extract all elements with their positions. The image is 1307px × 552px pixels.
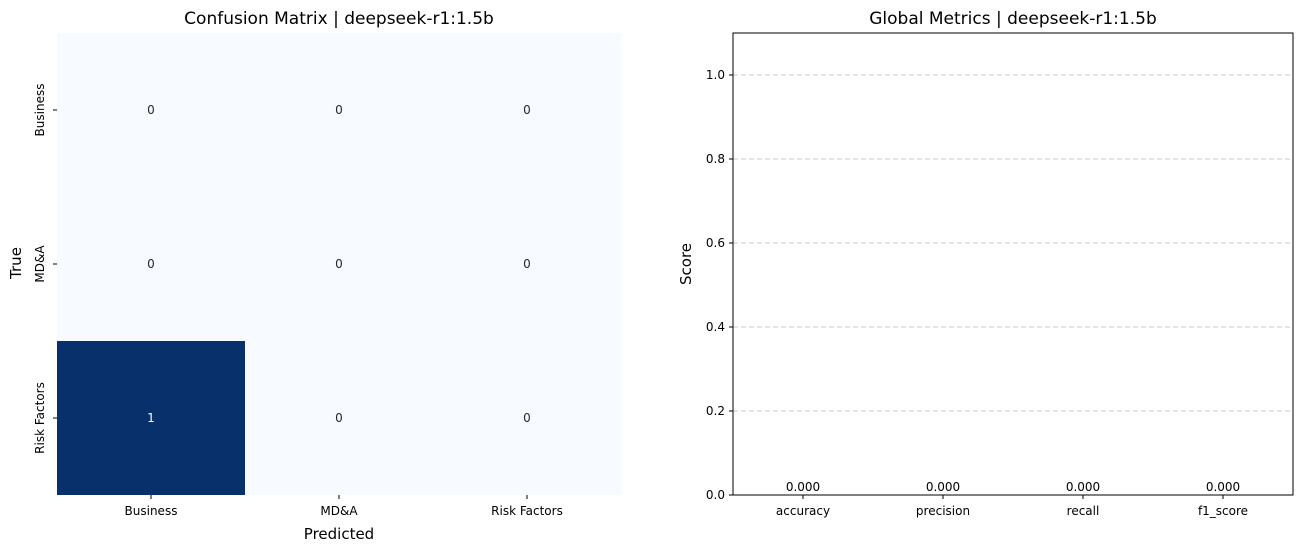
bar-y-tick-label: 0.2 <box>706 404 725 418</box>
cm-cell <box>245 341 433 495</box>
global-metrics-panel: Global Metrics | deepseek-r1:1.5b 0.000 0… <box>677 9 1294 518</box>
bar-y-tick-label: 0.8 <box>706 152 725 166</box>
bar-value-label: 0.000 <box>926 480 960 494</box>
cm-annotations: 0 0 0 0 0 0 1 0 0 <box>147 103 531 425</box>
cm-cell-value: 0 <box>147 103 155 117</box>
cm-y-tick-label: Risk Factors <box>33 382 47 454</box>
cm-cell-value: 0 <box>523 103 531 117</box>
bar-x-tick-label: recall <box>1067 504 1100 518</box>
cm-cell <box>57 187 245 341</box>
bar-x-tick-label: f1_score <box>1198 504 1248 518</box>
cm-y-ticks: Business MD&A Risk Factors <box>33 84 57 454</box>
cm-cell-value: 0 <box>335 257 343 271</box>
bar-value-labels: 0.000 0.000 0.000 0.000 <box>786 480 1240 494</box>
cm-x-tick-label: Risk Factors <box>491 504 563 518</box>
bar-title: Global Metrics | deepseek-r1:1.5b <box>869 9 1157 29</box>
bar-value-label: 0.000 <box>1206 480 1240 494</box>
bar-y-tick-label: 1.0 <box>706 68 725 82</box>
cm-title: Confusion Matrix | deepseek-r1:1.5b <box>184 9 494 29</box>
cm-cells <box>57 33 621 495</box>
cm-cell-value: 0 <box>147 257 155 271</box>
cm-x-axis-label: Predicted <box>304 525 374 543</box>
cm-y-tick-label: Business <box>33 84 47 137</box>
bar-x-tick-label: precision <box>916 504 970 518</box>
confusion-matrix-panel: Confusion Matrix | deepseek-r1:1.5b 0 0 00… <box>7 9 621 543</box>
cm-cell <box>57 341 245 495</box>
cm-cell-value: 1 <box>147 411 155 425</box>
bar-plot-frame <box>732 32 1294 496</box>
cm-cell <box>433 341 621 495</box>
cm-cell-value: 0 <box>523 257 531 271</box>
cm-cell-value: 0 <box>335 411 343 425</box>
bar-y-tick-label: 0.0 <box>706 488 725 502</box>
cm-cell-value: 0 <box>335 103 343 117</box>
bar-x-tick-label: accuracy <box>776 504 830 518</box>
bar-value-label: 0.000 <box>786 480 820 494</box>
cm-y-axis-label: True <box>7 247 25 280</box>
bar-y-axis-label: Score <box>677 243 695 285</box>
cm-cell <box>245 187 433 341</box>
cm-y-tick-label: MD&A <box>33 245 47 283</box>
cm-x-ticks: Business MD&A Risk Factors <box>125 495 563 518</box>
bar-value-label: 0.000 <box>1066 480 1100 494</box>
cm-cell <box>433 33 621 187</box>
bar-y-tick-label: 0.6 <box>706 236 725 250</box>
cm-x-tick-label: Business <box>125 504 178 518</box>
cm-cell <box>245 33 433 187</box>
cm-x-tick-label: MD&A <box>320 504 358 518</box>
cm-cell <box>433 187 621 341</box>
bar-y-ticks: 0.0 0.2 0.4 0.6 0.8 1.0 <box>706 68 733 502</box>
bar-gridlines <box>733 74 1293 412</box>
cm-cell-value: 0 <box>523 411 531 425</box>
bar-y-tick-label: 0.4 <box>706 320 725 334</box>
cm-cell <box>57 33 245 187</box>
bar-x-ticks: accuracy precision recall f1_score <box>776 495 1248 518</box>
